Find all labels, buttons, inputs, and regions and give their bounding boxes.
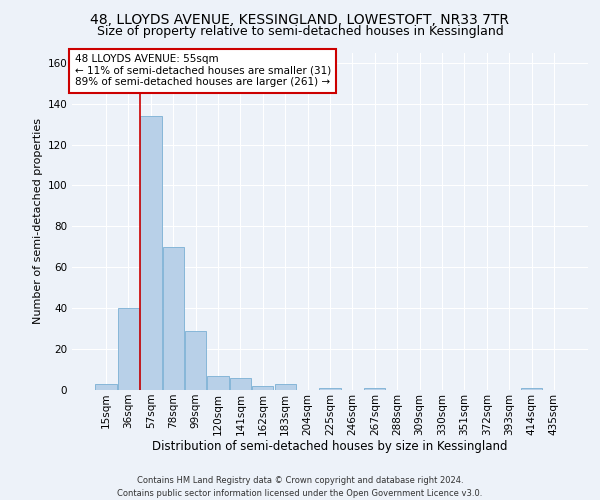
Text: Size of property relative to semi-detached houses in Kessingland: Size of property relative to semi-detach…	[97, 25, 503, 38]
Text: 48 LLOYDS AVENUE: 55sqm
← 11% of semi-detached houses are smaller (31)
89% of se: 48 LLOYDS AVENUE: 55sqm ← 11% of semi-de…	[74, 54, 331, 88]
X-axis label: Distribution of semi-detached houses by size in Kessingland: Distribution of semi-detached houses by …	[152, 440, 508, 454]
Bar	[275, 384, 296, 390]
Y-axis label: Number of semi-detached properties: Number of semi-detached properties	[33, 118, 43, 324]
Bar	[118, 308, 139, 390]
Bar	[95, 384, 117, 390]
Bar	[163, 247, 184, 390]
Bar	[521, 388, 542, 390]
Text: 48, LLOYDS AVENUE, KESSINGLAND, LOWESTOFT, NR33 7TR: 48, LLOYDS AVENUE, KESSINGLAND, LOWESTOF…	[91, 12, 509, 26]
Bar	[364, 388, 385, 390]
Bar	[319, 388, 341, 390]
Bar	[140, 116, 161, 390]
Bar	[185, 330, 206, 390]
Bar	[230, 378, 251, 390]
Text: Contains HM Land Registry data © Crown copyright and database right 2024.
Contai: Contains HM Land Registry data © Crown c…	[118, 476, 482, 498]
Bar	[208, 376, 229, 390]
Bar	[252, 386, 274, 390]
